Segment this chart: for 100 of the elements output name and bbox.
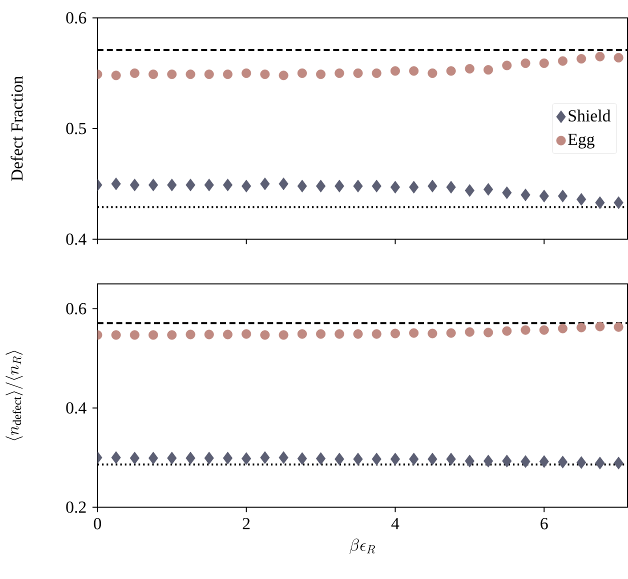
point xyxy=(372,329,382,339)
point xyxy=(297,452,307,466)
point xyxy=(167,330,177,340)
x-tick-label: 4 xyxy=(391,518,400,530)
point xyxy=(483,454,494,468)
point xyxy=(222,452,233,465)
point xyxy=(428,328,438,338)
point xyxy=(520,58,530,68)
point xyxy=(502,60,512,70)
point xyxy=(242,68,252,78)
point xyxy=(502,454,512,468)
point xyxy=(576,54,586,64)
point xyxy=(204,70,214,80)
x-axis-title: $\beta\epsilon_R$ xyxy=(350,538,376,554)
point xyxy=(353,329,363,339)
point xyxy=(316,452,326,466)
point xyxy=(464,184,474,198)
point xyxy=(428,68,438,78)
point xyxy=(297,68,307,78)
point xyxy=(446,328,456,338)
point xyxy=(334,180,344,193)
point xyxy=(186,70,196,80)
point xyxy=(278,178,288,190)
point xyxy=(520,455,530,468)
legend-label: Shield xyxy=(568,110,611,122)
point xyxy=(111,330,121,340)
point xyxy=(260,70,270,80)
point xyxy=(222,178,233,192)
point xyxy=(242,329,252,339)
point xyxy=(502,326,512,336)
point xyxy=(539,455,549,468)
point xyxy=(130,330,140,340)
point xyxy=(278,451,288,464)
y-tick-label: 0.6 xyxy=(66,12,86,24)
point xyxy=(130,178,140,192)
y-tick-label: 0.2 xyxy=(66,502,86,514)
point xyxy=(539,325,549,335)
point xyxy=(446,66,456,76)
point xyxy=(409,452,419,466)
point xyxy=(483,183,494,196)
point xyxy=(576,456,586,470)
point xyxy=(278,70,288,80)
point xyxy=(428,452,438,466)
point xyxy=(111,70,121,80)
point xyxy=(520,325,530,335)
point xyxy=(130,68,140,78)
point xyxy=(111,178,121,190)
point xyxy=(484,328,494,338)
point xyxy=(595,196,605,210)
point xyxy=(186,178,196,192)
point xyxy=(595,52,605,62)
point xyxy=(464,327,474,337)
point xyxy=(334,452,344,466)
x-tick-label: 2 xyxy=(242,518,250,530)
point xyxy=(390,328,400,338)
y-tick-label: 0.6 xyxy=(66,303,86,315)
point xyxy=(260,451,270,464)
point xyxy=(520,188,530,202)
point xyxy=(576,193,586,206)
point xyxy=(446,180,456,194)
legend-label: Egg xyxy=(568,134,594,149)
point xyxy=(464,64,474,74)
point xyxy=(148,330,158,340)
point xyxy=(148,178,158,192)
point xyxy=(222,330,232,340)
point xyxy=(167,452,177,465)
point xyxy=(148,70,158,80)
point xyxy=(353,180,363,193)
point xyxy=(204,330,214,340)
y-axis-title: $\langle n_{\mathrm{defect}}\rangle/\langle n_R\rangle$ xyxy=(6,351,23,440)
y-tick-label: 0.4 xyxy=(66,402,86,414)
point xyxy=(558,324,568,334)
point xyxy=(409,66,419,76)
point xyxy=(167,70,177,80)
point xyxy=(278,330,288,340)
point xyxy=(334,329,344,339)
point xyxy=(595,456,605,470)
point xyxy=(222,70,232,80)
point xyxy=(558,456,568,469)
point xyxy=(502,186,512,200)
point xyxy=(464,454,474,468)
point xyxy=(204,178,214,192)
point xyxy=(484,65,494,75)
y-tick-label: 0.4 xyxy=(66,234,86,246)
point xyxy=(409,180,419,194)
point xyxy=(428,180,438,193)
point xyxy=(148,452,158,465)
point xyxy=(260,330,270,340)
point xyxy=(539,58,549,68)
point xyxy=(595,322,605,332)
point xyxy=(558,56,568,66)
point xyxy=(204,452,214,465)
point xyxy=(316,329,326,339)
point xyxy=(372,68,382,78)
point xyxy=(297,180,307,193)
point xyxy=(576,322,586,332)
point xyxy=(372,452,382,466)
point xyxy=(316,70,326,80)
point xyxy=(130,452,140,465)
point xyxy=(242,180,252,193)
